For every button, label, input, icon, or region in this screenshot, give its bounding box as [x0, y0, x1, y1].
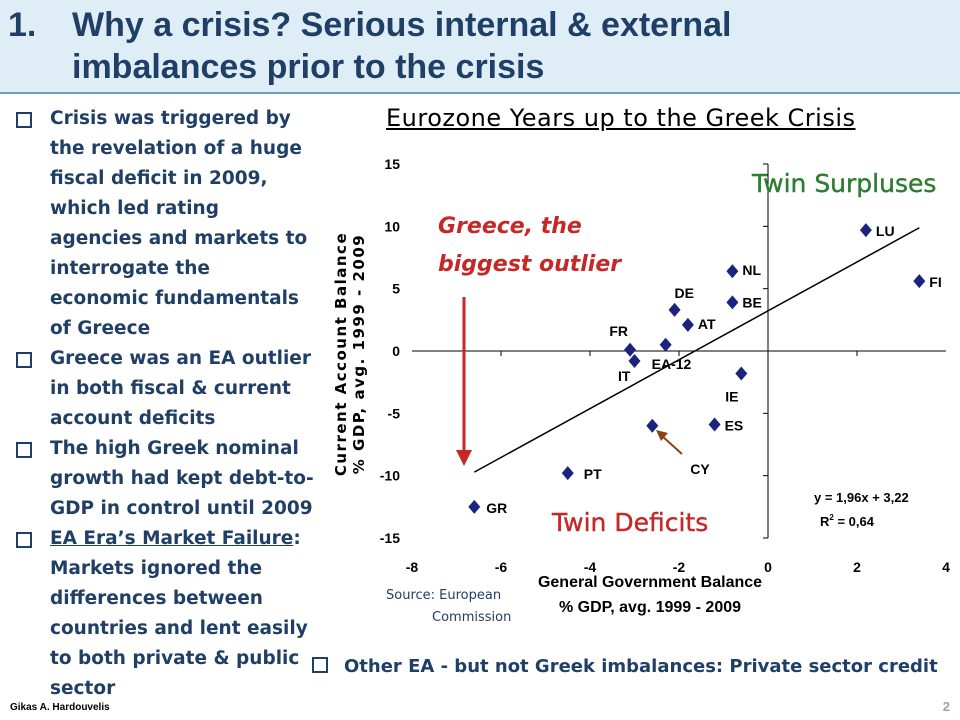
data-point-it: [628, 353, 641, 368]
point-label-lu: LU: [876, 223, 895, 239]
point-label-cy: CY: [690, 461, 710, 477]
greece-annotation-line-1: Greece, the: [438, 214, 582, 239]
point-label-es: ES: [725, 418, 744, 434]
greece-arrow-head-icon: [456, 450, 472, 466]
data-point-cy: [646, 418, 659, 433]
data-point-be: [726, 295, 739, 310]
data-point-lu: [859, 223, 872, 238]
bullet-highlight-fiscal: fiscal: [130, 378, 185, 399]
source-line-2: Commission: [432, 610, 511, 625]
point-label-nl: NL: [742, 262, 761, 278]
y-tick-label: -5: [388, 405, 401, 421]
data-point-at: [681, 317, 694, 332]
data-point-nl: [726, 264, 739, 279]
bullet-text-mid2: &: [184, 378, 214, 399]
trend-line: [473, 227, 920, 473]
y-tick-label: 10: [384, 218, 400, 234]
x-tick-label: -6: [495, 559, 508, 575]
r-squared-value: = 0,64: [834, 514, 875, 529]
title-bar: 1. Why a crisis? Serious internal & exter…: [0, 0, 960, 94]
data-point-es: [708, 417, 721, 432]
y-tick-label: 0: [392, 343, 400, 359]
data-point-ie: [735, 366, 748, 381]
checkbox-bullet-icon: [16, 352, 32, 368]
bullet-highlight-current-account: current account deficits: [50, 378, 291, 429]
tick-labels-group: -8 -6 -4 -2 0 2 4 15 10 5 0 -5 -10 -15: [380, 156, 950, 575]
bullet-text-pre: Greece was an EA: [50, 348, 242, 369]
x-axis-label-line-1: General Government Balance: [538, 574, 762, 591]
quadrant-twin-surpluses: Twin Surpluses: [751, 169, 936, 198]
y-tick-label: 15: [384, 156, 400, 172]
bullet-text: The high Greek nominal growth had kept d…: [50, 438, 314, 519]
point-label-ea-12: EA-12: [652, 356, 692, 372]
cy-arrow-head-icon: [656, 430, 668, 441]
bullet-highlight-outlier: outlier: [241, 348, 311, 369]
axes-group: [412, 163, 946, 539]
point-label-pt: PT: [584, 466, 602, 482]
y-axis-label-line-2: % GDP, avg. 1999 - 2009: [350, 234, 368, 474]
bullet-underlined-text: EA Era’s Market Failure: [50, 528, 294, 549]
author-name: Gikas A. Hardouvelis: [10, 702, 110, 713]
bullet-item: EA Era’s Market Failure: Markets ignored…: [14, 524, 314, 704]
slide-title: 1. Why a crisis? Serious internal & exter…: [8, 4, 731, 88]
checkbox-bullet-icon: [16, 112, 32, 128]
bullet-text-mid: in both: [50, 378, 131, 399]
checkbox-bullet-icon: [16, 532, 32, 548]
point-label-it: IT: [618, 368, 631, 384]
x-tick-label: 0: [764, 559, 772, 575]
data-point-gr: [468, 499, 481, 514]
cy-arrow-shaft: [661, 435, 683, 455]
point-label-at: AT: [698, 316, 716, 332]
data-point-de: [668, 302, 681, 317]
y-tick-label: 5: [392, 281, 400, 297]
point-label-gr: GR: [486, 500, 507, 516]
x-tick-label: -8: [406, 559, 419, 575]
x-tick-label: -2: [673, 559, 686, 575]
point-label-be: BE: [742, 294, 761, 310]
x-tick-label: 4: [942, 559, 950, 575]
footer-bullet-text: Other EA - but not Greek imbalances: Pri…: [344, 656, 938, 677]
r-squared: R2 = 0,64: [820, 513, 875, 529]
page-number: 2: [942, 699, 950, 714]
bullet-text: Crisis was triggered by the revelation o…: [50, 108, 308, 339]
point-label-fi: FI: [929, 274, 941, 290]
quadrant-twin-deficits: Twin Deficits: [551, 508, 708, 537]
bullet-item: The high Greek nominal growth had kept d…: [14, 434, 314, 524]
greece-annotation-line-2: biggest outlier: [438, 252, 622, 277]
data-point-fi: [913, 274, 926, 289]
bullet-item: Crisis was triggered by the revelation o…: [14, 104, 314, 344]
point-label-de: DE: [675, 285, 694, 301]
source-line-1: Source: European: [386, 588, 501, 603]
checkbox-bullet-icon: [312, 657, 328, 673]
x-axis-label-line-2: % GDP, avg. 1999 - 2009: [559, 599, 741, 616]
scatter-chart: Current Account Balance % GDP, avg. 1999…: [332, 156, 950, 625]
trend-equation: y = 1,96x + 3,22: [814, 490, 909, 505]
title-line-2: imbalances prior to the crisis: [72, 48, 545, 86]
point-label-ie: IE: [725, 388, 738, 404]
bullet-text-rest: : Markets ignored the differences betwee…: [50, 528, 308, 699]
y-axis-label-line-1: Current Account Balance: [332, 232, 350, 476]
r-squared-superscript: 2: [829, 513, 834, 522]
bullet-list: Crisis was triggered by the revelation o…: [14, 104, 314, 704]
title-number: 1.: [8, 6, 37, 44]
y-tick-label: -10: [380, 468, 400, 484]
checkbox-bullet-icon: [16, 442, 32, 458]
data-point-ea-12: [659, 337, 672, 352]
y-tick-label: -15: [380, 530, 400, 546]
x-tick-label: 2: [853, 559, 861, 575]
bullet-item: Greece was an EA outlier in both fiscal …: [14, 344, 314, 434]
r-squared-prefix: R: [820, 514, 830, 529]
x-tick-label: -4: [584, 559, 597, 575]
point-label-fr: FR: [609, 323, 628, 339]
data-point-fr: [624, 342, 637, 357]
title-line-1: Why a crisis? Serious internal & externa…: [72, 6, 732, 44]
chart-title: Eurozone Years up to the Greek Crisis: [386, 104, 856, 132]
data-point-pt: [561, 466, 574, 481]
footer-bullet: Other EA - but not Greek imbalances: Pri…: [312, 656, 938, 677]
